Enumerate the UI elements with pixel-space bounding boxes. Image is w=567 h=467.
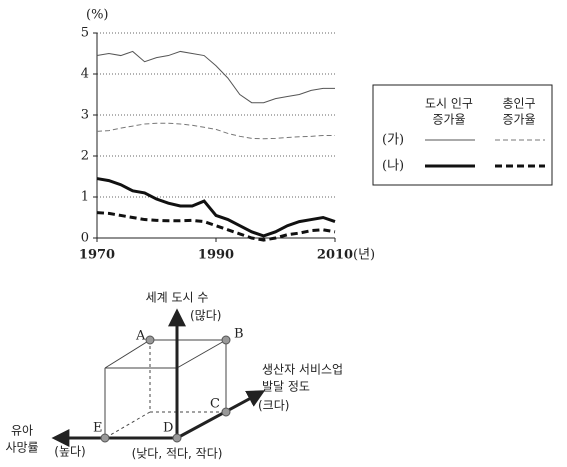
- point-label: D: [163, 421, 173, 436]
- legend-label: (가): [382, 133, 404, 148]
- legend-box: [372, 84, 553, 186]
- axis-label: 사망률: [5, 441, 38, 455]
- axis-label: 세계 도시 수: [146, 291, 209, 305]
- diagram-labels: 세계 도시 수 (많다) 생산자 서비스업 발달 정도 (크다) 유아 사망률 …: [5, 291, 343, 461]
- legend-header: 증가율: [432, 113, 465, 127]
- point-label: C: [210, 397, 220, 412]
- data-line: [96, 50, 335, 104]
- y-tick-label: 5: [81, 26, 89, 41]
- point-label: A: [135, 329, 146, 344]
- y-tick-label: 1: [81, 190, 89, 205]
- y-tick-label: 2: [81, 149, 89, 164]
- x-tick-label: 1970: [79, 248, 115, 263]
- point-label: B: [234, 327, 244, 342]
- axis-label: 발달 정도: [262, 380, 310, 394]
- x-tick-label: 1990: [198, 248, 234, 263]
- y-axis-label: (%): [86, 8, 109, 23]
- point-label: E: [93, 421, 103, 436]
- axis-label: (높다): [54, 445, 85, 459]
- y-tick-label: 4: [81, 67, 89, 82]
- legend-header: 증가율: [502, 113, 535, 127]
- legend-header: 도시 인구: [425, 97, 473, 111]
- origin-label: (낮다, 적다, 작다): [132, 447, 223, 461]
- axis-label: (많다): [190, 309, 221, 323]
- y-tick-label: 0: [81, 231, 89, 246]
- legend-label: (나): [382, 159, 404, 174]
- diagram: [51, 308, 266, 447]
- y-tick-label: 3: [81, 108, 89, 123]
- x-tick-label: 2010: [317, 248, 353, 263]
- axis-label: 유아: [11, 424, 33, 438]
- axis-label: 생산자 서비스업: [262, 363, 343, 377]
- x-unit-label: (년): [353, 248, 375, 263]
- data-line: [96, 122, 335, 140]
- legend-header: 총인구: [502, 97, 535, 111]
- axis-label: (크다): [258, 399, 289, 413]
- data-line: [96, 211, 336, 242]
- data-line: [96, 177, 336, 238]
